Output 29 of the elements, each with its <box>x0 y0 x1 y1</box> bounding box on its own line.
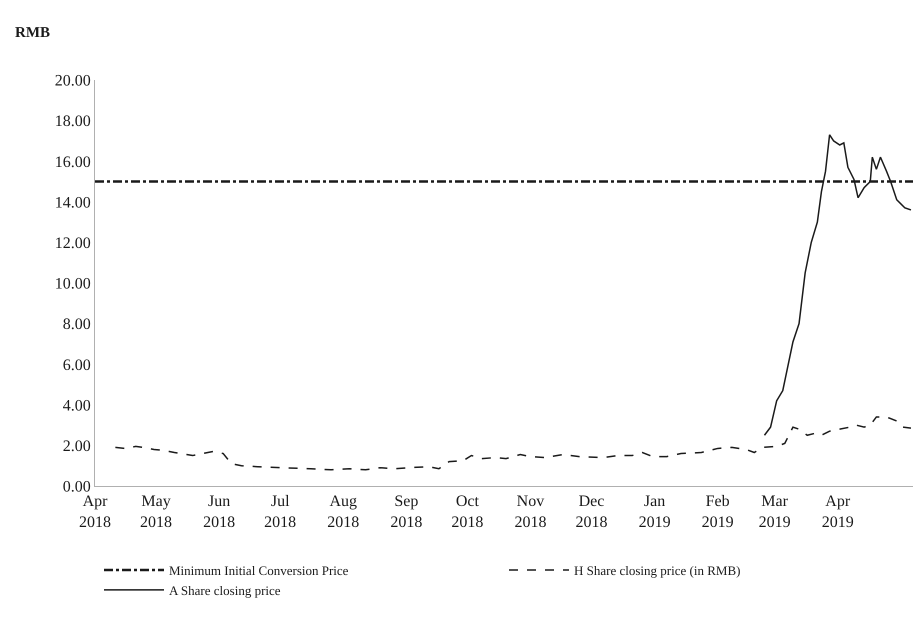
y-tick-label: 18.00 <box>54 113 91 130</box>
x-tick-label: Oct 2018 <box>451 493 484 531</box>
x-tick-label: Apr 2019 <box>822 493 854 531</box>
y-tick-label: 8.00 <box>62 316 91 334</box>
y-tick-label: 2.00 <box>62 438 91 455</box>
x-tick-label: Jun 2018 <box>203 493 236 531</box>
x-tick-label: May 2018 <box>140 493 172 531</box>
x-tick-label: Mar 2019 <box>758 493 791 531</box>
x-tick-label: Dec 2018 <box>576 493 608 531</box>
x-tick-label: Aug 2018 <box>327 493 360 531</box>
x-tick-label: Sep 2018 <box>390 493 422 531</box>
x-tick-label: Jul 2018 <box>264 493 296 531</box>
y-tick-label: 16.00 <box>54 154 91 171</box>
x-tick-label: Nov 2018 <box>514 493 546 531</box>
y-tick-label: 20.00 <box>54 72 91 90</box>
y-tick-label: 14.00 <box>54 194 91 212</box>
y-tick-label: 12.00 <box>54 235 91 252</box>
line-series <box>114 416 912 471</box>
y-axis-title: RMB <box>15 25 50 41</box>
x-tick-label: Jan 2019 <box>638 493 671 531</box>
y-tick-label: 6.00 <box>62 356 91 374</box>
x-tick-label: Feb 2019 <box>702 493 734 531</box>
legend-label: A Share closing price <box>169 582 281 598</box>
legend-label: H Share closing price (in RMB) <box>574 563 740 578</box>
y-tick-label: 0.00 <box>62 478 91 496</box>
y-tick-label: 10.00 <box>54 276 91 293</box>
legend-label: Minimum Initial Conversion Price <box>169 563 349 578</box>
x-tick-label: Apr 2018 <box>79 493 111 531</box>
y-tick-label: 4.00 <box>62 397 91 414</box>
